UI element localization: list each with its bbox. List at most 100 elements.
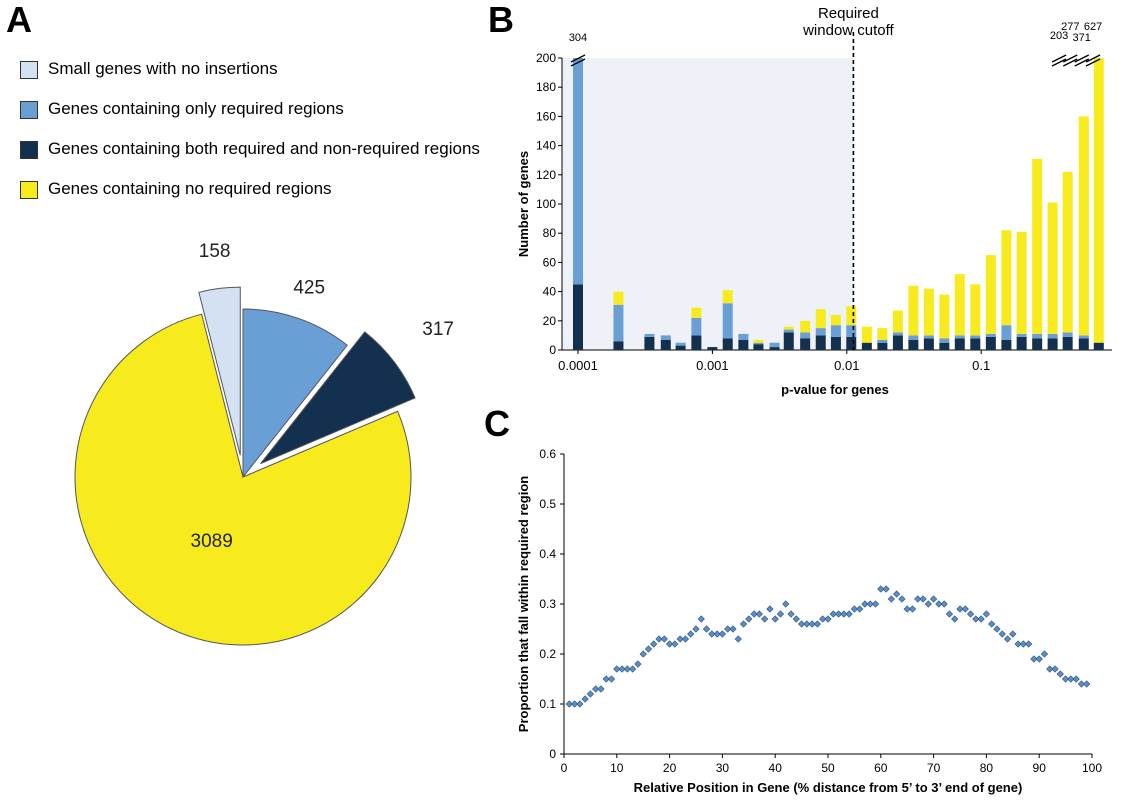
scatter-point: [797, 620, 806, 628]
bar-segment: [970, 335, 981, 339]
scatter-point: [1009, 630, 1017, 638]
x-tick-label: 20: [663, 761, 677, 775]
bar-segment: [985, 336, 996, 350]
y-tick-label: 100: [536, 197, 556, 211]
x-tick-label: 0.01: [834, 358, 859, 373]
scatter-point: [956, 605, 964, 613]
legend-swatch: [20, 61, 38, 79]
break-mark: [1074, 58, 1090, 67]
scatter-point: [592, 685, 600, 693]
scatter-point: [1056, 670, 1064, 678]
scatter-point: [761, 615, 769, 623]
bar-segment: [613, 291, 624, 305]
scatter-point: [750, 610, 758, 618]
scatter-point: [829, 610, 837, 618]
break-mark: [1062, 58, 1078, 67]
y-tick-label: 160: [536, 109, 556, 123]
bar-segment: [985, 333, 996, 337]
bar-segment: [1062, 336, 1073, 350]
scatter-point: [845, 610, 853, 618]
bar-segment: [846, 325, 857, 337]
bar-segment: [660, 339, 671, 350]
pie-value-label: 158: [199, 241, 231, 262]
bar-segment: [644, 333, 655, 337]
bar-segment: [846, 306, 857, 326]
scatter-point: [972, 615, 980, 623]
bar-segment: [613, 341, 624, 350]
bar-segment: [1032, 338, 1043, 350]
scatter-point: [998, 630, 1006, 638]
bar-segment: [1001, 230, 1012, 326]
y-axis-title: Proportion that fall within required reg…: [516, 476, 531, 732]
scatter-point: [623, 665, 631, 673]
scatter-point: [665, 640, 674, 648]
y-axis-title: Number of genes: [516, 151, 531, 257]
bar-segment: [954, 274, 965, 336]
scatter-point: [629, 665, 637, 673]
break-value-label: 304: [569, 32, 587, 44]
bar-segment: [815, 335, 826, 350]
bar-segment: [691, 307, 702, 318]
x-tick-label: 30: [716, 761, 730, 775]
bar-segment: [830, 314, 841, 326]
required-region-shade: [562, 58, 854, 350]
x-tick-label: 90: [1033, 761, 1047, 775]
bar-segment: [800, 332, 811, 339]
bar-segment: [861, 342, 872, 350]
bar-segment: [707, 347, 718, 350]
scatter-point: [655, 635, 663, 643]
scatter-point: [734, 635, 742, 643]
scatter-point: [755, 610, 763, 618]
scatter-point: [639, 650, 647, 658]
pie-slice: [242, 308, 348, 479]
scatter-point: [882, 585, 890, 593]
bar-segment: [1093, 58, 1104, 343]
scatter-point: [766, 605, 774, 613]
break-mark: [1051, 58, 1067, 67]
bar-segment: [923, 338, 934, 350]
scatter-point: [697, 615, 705, 623]
scatter-point: [813, 620, 822, 628]
scatter-point: [681, 635, 690, 643]
bar-segment: [877, 342, 888, 350]
panel-letter-a: A: [6, 0, 32, 40]
y-tick-label: 0.1: [539, 697, 556, 711]
break-value-label: 371: [1073, 32, 1091, 44]
bar-segment: [1078, 338, 1089, 350]
scatter-point: [1051, 665, 1059, 673]
bar-segment: [954, 335, 965, 339]
bar-segment: [800, 338, 811, 350]
scatter-point: [739, 620, 748, 628]
bar-segment: [908, 285, 919, 336]
pie-value-label: 425: [293, 278, 325, 299]
break-mark: [570, 54, 586, 63]
scatter-point: [1019, 640, 1027, 648]
scatter-point: [834, 610, 843, 618]
bar-segment: [722, 338, 733, 350]
scatter-point: [940, 600, 948, 608]
bar-segment: [892, 335, 903, 350]
bar-segment: [1032, 158, 1043, 334]
x-axis-title: Relative Position in Gene (% distance fr…: [634, 780, 1023, 795]
bar-segment: [1016, 231, 1027, 334]
bar-segment: [939, 342, 950, 350]
legend-item: Genes containing only required regions: [20, 98, 500, 138]
pie-value-label: 317: [422, 319, 454, 340]
bar-segment: [830, 325, 841, 337]
x-tick-label: 40: [769, 761, 783, 775]
pie-legend: Small genes with no insertions Genes con…: [20, 58, 500, 218]
x-tick-label: 100: [1082, 761, 1102, 775]
scatter-point: [776, 610, 785, 618]
bar-segment: [1001, 325, 1012, 340]
scatter-point: [977, 615, 985, 623]
x-tick-label: 0.1: [972, 358, 990, 373]
break-value-label: 627: [1084, 21, 1102, 33]
scatter-point: [713, 630, 721, 638]
break-mark: [1062, 54, 1078, 63]
y-tick-label: 200: [536, 51, 556, 65]
bar-segment: [923, 288, 934, 336]
y-tick-label: 80: [543, 226, 557, 240]
bar-segment: [691, 317, 702, 336]
